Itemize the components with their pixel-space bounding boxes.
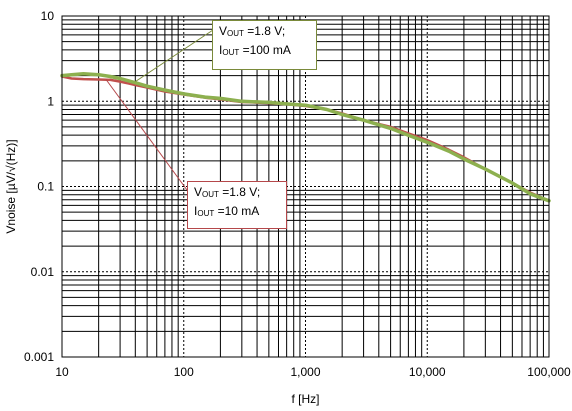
callout-100ma: VOUT =1.8 V; IOUT =100 mA <box>212 20 317 70</box>
y-tick-label: 10 <box>41 9 55 23</box>
y-tick-label: 1 <box>47 94 54 108</box>
y-tick-label: 0.01 <box>31 265 55 279</box>
callout-100ma-line2: IOUT =100 mA <box>219 43 291 57</box>
x-axis-title: f [Hz] <box>291 392 319 406</box>
y-axis-title: Vnoise [µV/√(Hz)] <box>4 139 18 233</box>
y-tick-label: 0.001 <box>24 350 54 364</box>
x-tick-label: 10 <box>55 365 69 379</box>
plot-area-frame <box>61 15 550 358</box>
tick-labels: 10 100 1,000 10,000 100,000 0.001 0.01 0.1 1 10 <box>24 9 571 379</box>
x-tick-label: 100,000 <box>527 365 571 379</box>
callout-leaders <box>105 29 214 191</box>
callout-10ma-line2: IOUT =10 mA <box>194 204 260 218</box>
x-tick-label: 1,000 <box>290 365 320 379</box>
callout-100ma-leader <box>135 29 214 83</box>
x-tick-label: 100 <box>174 365 194 379</box>
series-layer <box>60 72 551 203</box>
y-tick-label: 0.1 <box>37 180 54 194</box>
callout-10ma-leader <box>105 79 188 191</box>
callout-10ma-line1: VOUT =1.8 V; <box>194 185 261 199</box>
callout-10ma: VOUT =1.8 V; IOUT =10 mA <box>187 181 287 229</box>
series-line-1 <box>60 72 551 203</box>
callout-100ma-line1: VOUT =1.8 V; <box>219 24 286 38</box>
x-tick-label: 10,000 <box>409 365 446 379</box>
